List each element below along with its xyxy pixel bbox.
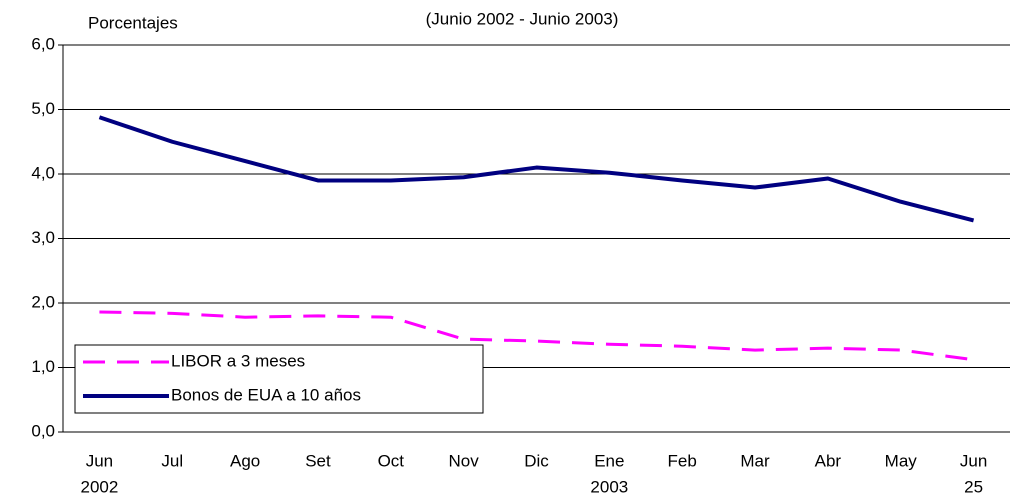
- series-line: [98, 115, 975, 223]
- y-tick-label: 3,0: [31, 228, 55, 247]
- y-tick-label: 5,0: [31, 99, 55, 118]
- y-tick-label: 6,0: [31, 34, 55, 53]
- x-tick-label: May: [885, 451, 918, 470]
- x-tick-sublabel: 2003: [590, 477, 628, 496]
- y-tick-label: 0,0: [31, 421, 55, 440]
- x-tick-label: Abr: [815, 451, 842, 470]
- y-tick-label: 1,0: [31, 357, 55, 376]
- x-tick-label: Oct: [378, 451, 405, 470]
- x-tick-label: Mar: [740, 451, 770, 470]
- x-tick-label: Ene: [594, 451, 624, 470]
- legend-label: Bonos de EUA a 10 años: [171, 385, 361, 404]
- series-line: [99, 310, 974, 362]
- x-tick-label: Ago: [230, 451, 260, 470]
- y-tick-label: 4,0: [31, 163, 55, 182]
- x-tick-sublabel: 25: [964, 477, 983, 496]
- x-tick-label: Set: [305, 451, 331, 470]
- x-tick-label: Feb: [668, 451, 697, 470]
- x-tick-sublabel: 2002: [81, 477, 119, 496]
- subtitle: (Junio 2002 - Junio 2003): [426, 9, 619, 28]
- y-tick-label: 2,0: [31, 292, 55, 311]
- legend-box: [74, 344, 484, 414]
- x-tick-label: Jun: [960, 451, 987, 470]
- x-tick-label: Nov: [449, 451, 480, 470]
- y-axis-label: Porcentajes: [88, 13, 178, 32]
- x-tick-label: Jul: [161, 451, 183, 470]
- legend-label: LIBOR a 3 meses: [171, 351, 305, 370]
- x-tick-label: Jun: [86, 451, 113, 470]
- x-tick-label: Dic: [524, 451, 549, 470]
